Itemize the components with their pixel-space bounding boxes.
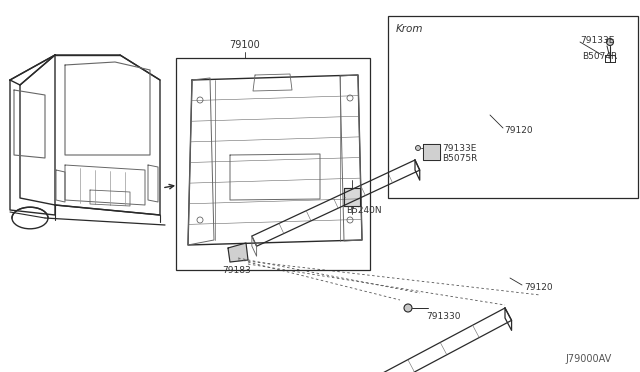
Polygon shape: [423, 144, 440, 160]
Circle shape: [347, 95, 353, 101]
Text: 79120: 79120: [524, 283, 552, 292]
Bar: [388, 16, 638, 198]
Text: J79000AV: J79000AV: [565, 354, 611, 364]
Text: B5074R: B5074R: [582, 52, 617, 61]
Circle shape: [415, 145, 420, 151]
Polygon shape: [344, 188, 360, 206]
Circle shape: [404, 304, 412, 312]
Circle shape: [347, 217, 353, 223]
Text: 79183: 79183: [222, 266, 251, 275]
Polygon shape: [228, 243, 248, 262]
Text: 79133E: 79133E: [442, 144, 476, 153]
Text: Krom: Krom: [396, 24, 424, 34]
Text: B5075R: B5075R: [442, 154, 477, 163]
Circle shape: [197, 97, 203, 103]
Text: 791330: 791330: [426, 312, 461, 321]
Circle shape: [607, 38, 614, 45]
Text: 79100: 79100: [230, 40, 260, 50]
Text: 79133E: 79133E: [580, 36, 614, 45]
Circle shape: [197, 217, 203, 223]
Text: B5240N: B5240N: [346, 206, 381, 215]
Bar: [176, 58, 370, 270]
Text: 79120: 79120: [504, 126, 532, 135]
